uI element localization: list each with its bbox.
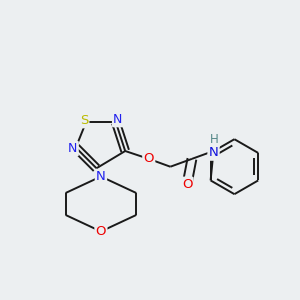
Text: O: O <box>182 178 192 191</box>
Text: H: H <box>210 133 219 146</box>
Text: O: O <box>143 152 154 165</box>
Text: N: N <box>209 146 218 160</box>
Text: N: N <box>113 113 123 126</box>
Text: S: S <box>80 114 88 127</box>
Text: N: N <box>96 170 106 183</box>
Text: O: O <box>96 225 106 238</box>
Text: N: N <box>68 142 77 155</box>
